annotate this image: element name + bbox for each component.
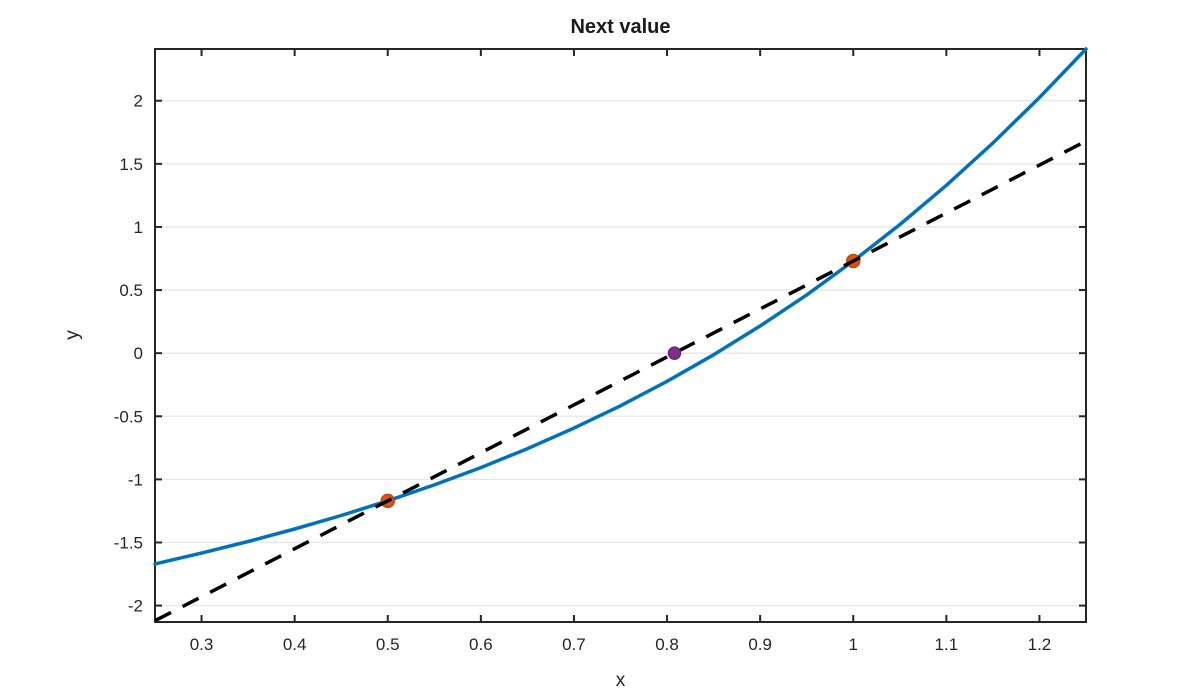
x-tick-label: 1.2: [1028, 635, 1052, 654]
y-tick-label: 1: [134, 218, 143, 237]
x-axis-label: x: [615, 670, 626, 691]
axes-frame: [154, 48, 1087, 623]
y-axis-label: y: [62, 330, 83, 340]
x-tick-label: 0.9: [748, 635, 772, 654]
y-tick-label: 2: [134, 92, 143, 111]
plot-title: Next value: [570, 16, 671, 38]
y-tick-label: -1: [128, 470, 143, 489]
y-tick-label: -1.5: [114, 533, 143, 552]
x-tick-label: 0.4: [283, 635, 307, 654]
y-tick-label: 0: [134, 344, 143, 363]
y-tick-label: 0.5: [119, 281, 143, 300]
x-tick-label: 0.5: [376, 635, 400, 654]
x-tick-label: 0.8: [655, 635, 679, 654]
x-tick-label: 0.3: [190, 635, 214, 654]
x-tick-label: 0.7: [562, 635, 586, 654]
secant-line: [154, 139, 1087, 623]
function-curve: [153, 47, 1088, 566]
x-tick-label: 1: [849, 635, 858, 654]
y-tick-label: -2: [128, 597, 143, 616]
x-tick-label: 1.1: [935, 635, 959, 654]
x-tick-label: 0.6: [469, 635, 493, 654]
y-tick-label: -0.5: [114, 407, 143, 426]
marker-next-value-point: [667, 346, 682, 360]
y-tick-label: 1.5: [119, 155, 143, 174]
